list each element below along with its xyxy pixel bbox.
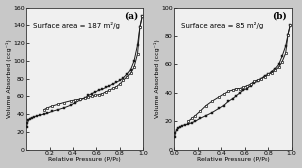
- Text: Surface area = 85 m²/g: Surface area = 85 m²/g: [181, 22, 264, 29]
- Y-axis label: Volume Absorbed (ccg⁻¹): Volume Absorbed (ccg⁻¹): [5, 39, 11, 118]
- Text: (a): (a): [124, 12, 139, 21]
- Text: Surface area = 187 m²/g: Surface area = 187 m²/g: [33, 22, 120, 29]
- Y-axis label: Volume Absorbed (ccg⁻¹): Volume Absorbed (ccg⁻¹): [154, 39, 160, 118]
- X-axis label: Relative Pressure (P/P₀): Relative Pressure (P/P₀): [48, 157, 121, 162]
- Text: (b): (b): [272, 12, 287, 21]
- X-axis label: Relative Pressure (P/P₀): Relative Pressure (P/P₀): [197, 157, 269, 162]
